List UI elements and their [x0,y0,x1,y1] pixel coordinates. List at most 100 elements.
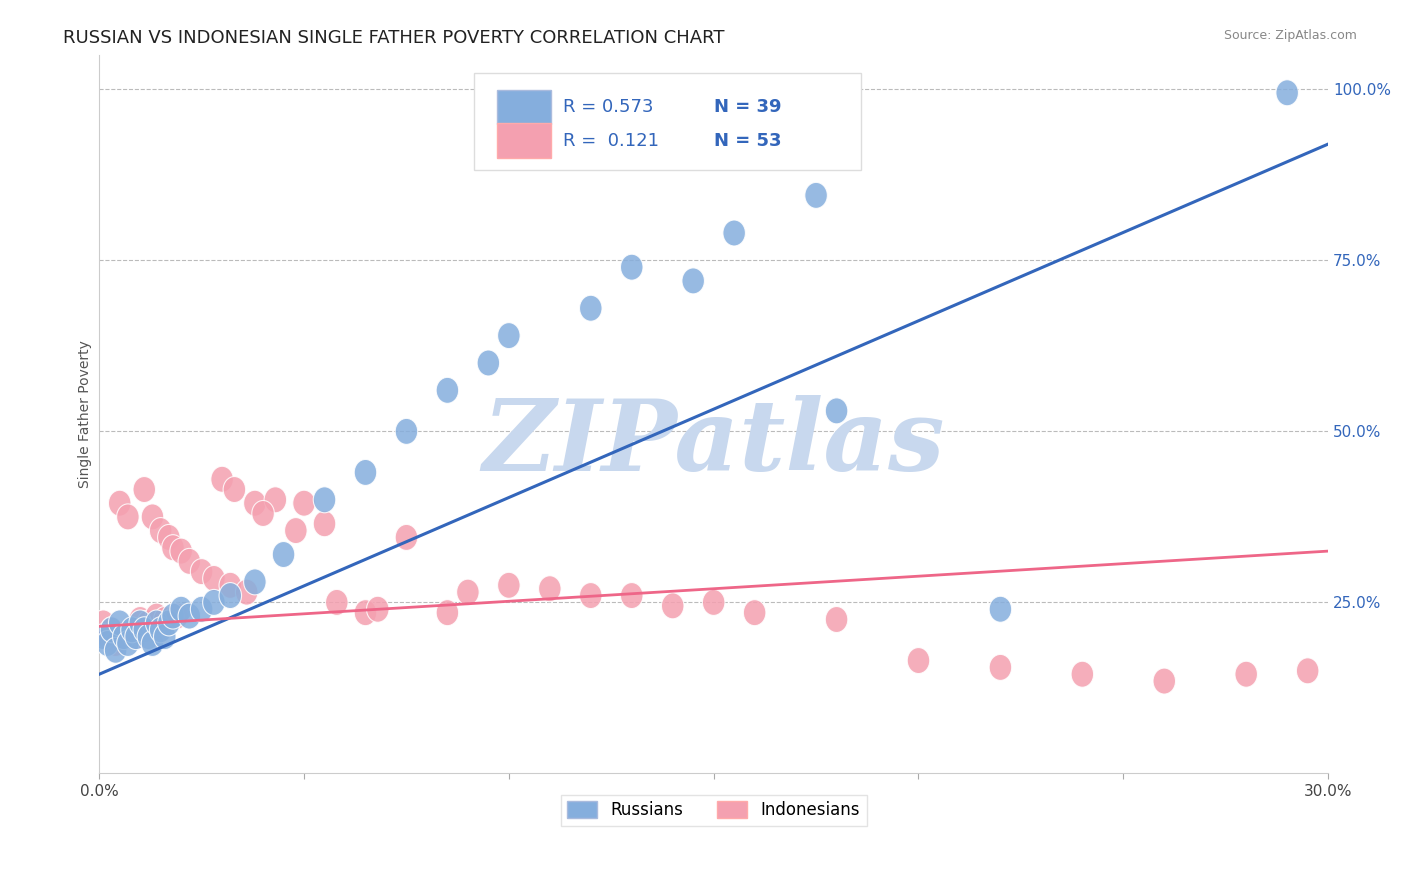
Ellipse shape [284,517,307,543]
Ellipse shape [211,467,233,492]
Ellipse shape [108,491,131,516]
Ellipse shape [252,500,274,526]
Ellipse shape [538,575,561,602]
Ellipse shape [125,624,148,649]
Text: ZIPatlas: ZIPatlas [482,395,945,491]
Ellipse shape [104,637,127,664]
Ellipse shape [264,487,287,513]
Ellipse shape [804,182,827,209]
Ellipse shape [129,610,152,636]
Ellipse shape [145,610,167,636]
Ellipse shape [477,350,499,376]
Ellipse shape [703,590,725,615]
Ellipse shape [141,631,163,657]
Ellipse shape [436,599,458,625]
Ellipse shape [179,603,201,629]
Ellipse shape [149,616,172,643]
Ellipse shape [153,607,176,632]
Ellipse shape [457,579,479,605]
Ellipse shape [620,582,643,608]
Ellipse shape [121,616,143,643]
Ellipse shape [292,491,315,516]
Ellipse shape [1275,79,1298,106]
Ellipse shape [138,610,160,636]
Ellipse shape [1153,668,1175,694]
Ellipse shape [990,655,1012,681]
Ellipse shape [190,596,212,623]
Text: RUSSIAN VS INDONESIAN SINGLE FATHER POVERTY CORRELATION CHART: RUSSIAN VS INDONESIAN SINGLE FATHER POVE… [63,29,724,46]
Ellipse shape [620,254,643,280]
Ellipse shape [219,573,242,599]
Text: R = 0.573: R = 0.573 [562,98,652,116]
Ellipse shape [326,590,349,615]
Ellipse shape [117,631,139,657]
Ellipse shape [141,504,163,530]
Ellipse shape [354,599,377,625]
Ellipse shape [157,610,180,636]
Ellipse shape [170,538,193,564]
Ellipse shape [104,631,127,657]
Ellipse shape [100,616,122,643]
Ellipse shape [125,624,148,649]
Ellipse shape [825,607,848,632]
Ellipse shape [243,491,266,516]
Ellipse shape [1071,661,1094,687]
Ellipse shape [112,624,135,649]
FancyBboxPatch shape [498,89,551,124]
Ellipse shape [100,616,122,643]
Ellipse shape [825,398,848,424]
Ellipse shape [661,593,683,619]
Ellipse shape [157,524,180,550]
Ellipse shape [145,603,167,629]
Ellipse shape [166,603,188,629]
Text: Source: ZipAtlas.com: Source: ZipAtlas.com [1223,29,1357,42]
Text: N = 53: N = 53 [714,132,782,150]
Ellipse shape [91,624,114,649]
Text: N = 39: N = 39 [714,98,782,116]
Ellipse shape [162,603,184,629]
Ellipse shape [314,511,336,537]
Ellipse shape [436,377,458,403]
Ellipse shape [579,582,602,608]
FancyBboxPatch shape [498,123,551,158]
FancyBboxPatch shape [474,73,860,170]
Ellipse shape [202,566,225,591]
Text: R =  0.121: R = 0.121 [562,132,658,150]
Ellipse shape [108,610,131,636]
Ellipse shape [96,624,118,649]
Ellipse shape [395,418,418,444]
Ellipse shape [190,558,212,584]
Ellipse shape [91,610,114,636]
Ellipse shape [243,569,266,595]
Ellipse shape [202,590,225,615]
Ellipse shape [138,624,160,649]
Ellipse shape [129,607,152,632]
Ellipse shape [179,549,201,574]
Ellipse shape [314,487,336,513]
Ellipse shape [121,616,143,643]
Ellipse shape [134,476,156,502]
Ellipse shape [354,459,377,485]
Ellipse shape [219,582,242,608]
Ellipse shape [170,596,193,623]
Ellipse shape [112,624,135,649]
Ellipse shape [907,648,929,673]
Ellipse shape [1296,657,1319,684]
Ellipse shape [682,268,704,293]
Ellipse shape [498,573,520,599]
Ellipse shape [224,476,246,502]
Ellipse shape [498,323,520,349]
Ellipse shape [723,220,745,246]
Ellipse shape [235,579,257,605]
Ellipse shape [96,631,118,657]
Ellipse shape [134,616,156,643]
Ellipse shape [153,624,176,649]
Ellipse shape [162,534,184,561]
Ellipse shape [744,599,766,625]
Ellipse shape [149,517,172,543]
Ellipse shape [579,295,602,321]
Legend: Russians, Indonesians: Russians, Indonesians [561,795,866,826]
Ellipse shape [395,524,418,550]
Ellipse shape [1234,661,1257,687]
Y-axis label: Single Father Poverty: Single Father Poverty [79,341,93,488]
